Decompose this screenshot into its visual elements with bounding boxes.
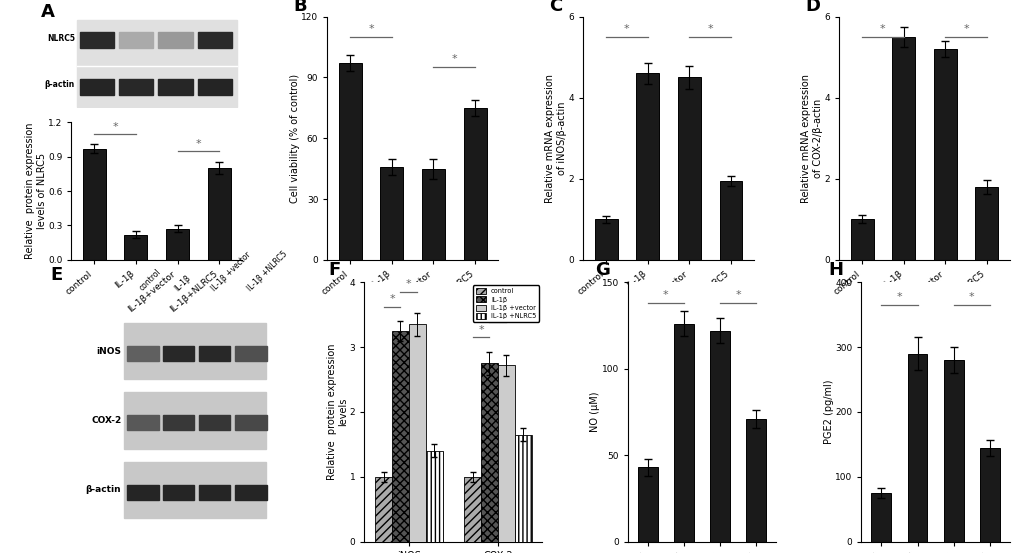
- Text: *: *: [406, 279, 412, 289]
- Text: *: *: [368, 24, 374, 34]
- Bar: [199, 346, 230, 361]
- Bar: [163, 484, 194, 500]
- Bar: [124, 234, 147, 260]
- Text: *: *: [451, 54, 457, 64]
- Bar: [79, 32, 114, 48]
- Bar: [481, 363, 497, 542]
- Y-axis label: Relative  protein expression
levels: Relative protein expression levels: [326, 344, 347, 480]
- Bar: [199, 415, 230, 430]
- Bar: [79, 79, 114, 95]
- Bar: [974, 187, 998, 260]
- Text: *: *: [196, 139, 201, 149]
- Bar: [497, 365, 515, 542]
- Legend: control, IL-1β, IL-1β +vector, IL-1β +NLRC5: control, IL-1β, IL-1β +vector, IL-1β +NL…: [473, 285, 539, 322]
- Text: NLRC5: NLRC5: [47, 34, 74, 43]
- Bar: [515, 435, 531, 542]
- Bar: [235, 346, 266, 361]
- Bar: [391, 331, 409, 542]
- Text: *: *: [662, 290, 667, 300]
- Text: *: *: [624, 24, 629, 34]
- Bar: [199, 484, 230, 500]
- Text: E: E: [51, 267, 63, 284]
- Bar: [422, 169, 444, 260]
- Text: *: *: [706, 24, 712, 34]
- Bar: [850, 220, 872, 260]
- Text: A: A: [41, 3, 54, 21]
- Bar: [235, 484, 266, 500]
- Bar: [907, 353, 926, 542]
- Bar: [198, 79, 231, 95]
- Text: *: *: [896, 291, 902, 301]
- Text: IL-1β +NLRC5: IL-1β +NLRC5: [246, 249, 289, 293]
- Bar: [943, 360, 963, 542]
- Bar: [636, 74, 658, 260]
- Bar: [674, 324, 693, 542]
- Bar: [208, 168, 230, 260]
- Bar: [163, 415, 194, 430]
- Text: F: F: [328, 261, 340, 279]
- Text: β-actin: β-actin: [45, 80, 74, 89]
- Y-axis label: PGE2 (pg/ml): PGE2 (pg/ml): [823, 380, 833, 444]
- Text: control: control: [138, 268, 163, 293]
- Bar: [892, 37, 914, 260]
- Bar: [718, 181, 742, 260]
- Bar: [380, 166, 403, 260]
- Bar: [163, 346, 194, 361]
- Y-axis label: Relative mRNA expression
of iNOS/β-actin: Relative mRNA expression of iNOS/β-actin: [545, 74, 567, 203]
- Bar: [158, 79, 193, 95]
- Bar: [158, 32, 193, 48]
- Text: *: *: [962, 24, 968, 34]
- Bar: [235, 415, 266, 430]
- Y-axis label: Relative mRNA expression
of COX-2/β-actin: Relative mRNA expression of COX-2/β-acti…: [801, 74, 822, 203]
- Bar: [933, 49, 956, 260]
- Y-axis label: Relative  protein expression
levels of NLRC5: Relative protein expression levels of NL…: [25, 123, 47, 259]
- Bar: [198, 32, 231, 48]
- Bar: [124, 393, 265, 449]
- Bar: [338, 63, 362, 260]
- Text: D: D: [804, 0, 819, 15]
- Bar: [127, 346, 159, 361]
- Y-axis label: Cell viability (% of control): Cell viability (% of control): [289, 74, 300, 203]
- Bar: [637, 467, 657, 542]
- Bar: [124, 462, 265, 518]
- Text: IL-1β: IL-1β: [173, 273, 193, 293]
- Text: C: C: [548, 0, 561, 15]
- Bar: [119, 32, 153, 48]
- Bar: [464, 108, 486, 260]
- Text: B: B: [292, 0, 307, 15]
- Bar: [409, 324, 425, 542]
- Bar: [979, 448, 999, 542]
- Text: *: *: [968, 291, 974, 301]
- Bar: [746, 419, 765, 542]
- Bar: [127, 484, 159, 500]
- Text: *: *: [494, 310, 500, 320]
- Text: *: *: [478, 325, 483, 335]
- Bar: [127, 415, 159, 430]
- Bar: [709, 331, 730, 542]
- Bar: [124, 323, 265, 379]
- Text: H: H: [828, 261, 843, 279]
- Text: β-actin: β-actin: [86, 486, 121, 494]
- Bar: [425, 451, 442, 542]
- Bar: [375, 477, 391, 542]
- Bar: [464, 477, 481, 542]
- Bar: [594, 220, 616, 260]
- Bar: [166, 229, 189, 260]
- Text: G: G: [594, 261, 609, 279]
- Bar: [83, 149, 106, 260]
- Text: *: *: [735, 290, 740, 300]
- Text: *: *: [112, 122, 118, 132]
- Bar: [678, 77, 700, 260]
- Text: IL-1β +vector: IL-1β +vector: [209, 250, 253, 293]
- Bar: [119, 79, 153, 95]
- Bar: [870, 493, 891, 542]
- Text: iNOS: iNOS: [96, 347, 121, 356]
- Y-axis label: NO (μM): NO (μM): [590, 392, 599, 432]
- Text: *: *: [879, 24, 884, 34]
- Text: COX-2: COX-2: [91, 416, 121, 425]
- Text: *: *: [389, 294, 394, 304]
